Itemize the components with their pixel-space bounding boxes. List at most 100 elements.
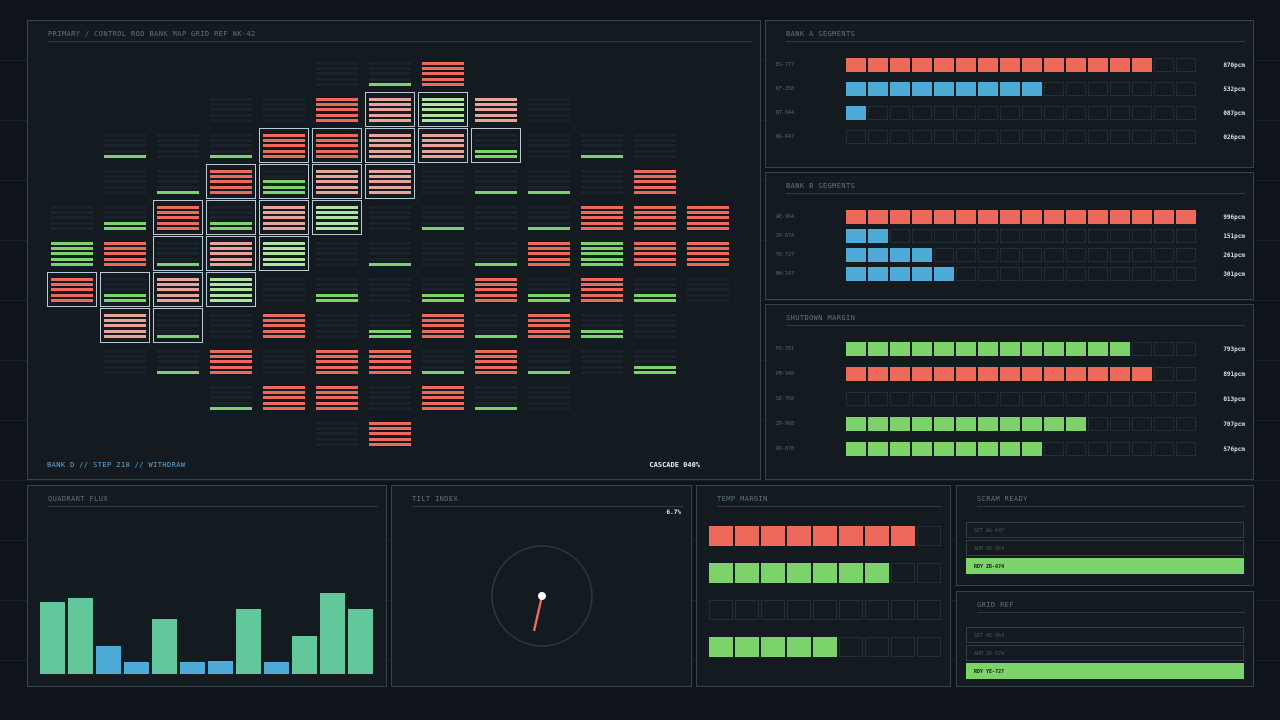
rod-cell[interactable] xyxy=(366,273,414,306)
rod-cell[interactable] xyxy=(631,273,679,306)
rod-cell[interactable] xyxy=(366,201,414,234)
rod-cell[interactable] xyxy=(365,128,415,163)
rod-cell[interactable] xyxy=(366,417,414,450)
rod-cell[interactable] xyxy=(419,309,467,342)
ready-row[interactable]: RDY YE-727 xyxy=(966,663,1244,679)
rod-cell[interactable] xyxy=(259,164,309,199)
rod-cell[interactable] xyxy=(206,272,256,307)
rod-cell[interactable] xyxy=(684,237,732,270)
rod-cell[interactable] xyxy=(206,236,256,271)
rod-cell[interactable] xyxy=(684,201,732,234)
rod-cell[interactable] xyxy=(684,273,732,306)
rod-cell[interactable] xyxy=(312,164,362,199)
rod-cell[interactable] xyxy=(472,93,520,126)
rod-cell[interactable] xyxy=(153,200,203,235)
rod-cell[interactable] xyxy=(578,165,626,198)
rod-cell[interactable] xyxy=(101,129,149,162)
rod-cell[interactable] xyxy=(631,237,679,270)
rod-cell[interactable] xyxy=(578,273,626,306)
rod-cell[interactable] xyxy=(312,128,362,163)
rod-cell[interactable] xyxy=(207,93,255,126)
rod-cell[interactable] xyxy=(631,129,679,162)
rod-cell[interactable] xyxy=(419,381,467,414)
ready-row[interactable]: ARM ZR-674 xyxy=(966,645,1244,661)
rod-cell[interactable] xyxy=(101,237,149,270)
rod-cell[interactable] xyxy=(260,309,308,342)
rod-cell[interactable] xyxy=(419,273,467,306)
rod-cell[interactable] xyxy=(525,381,573,414)
rod-cell[interactable] xyxy=(154,345,202,378)
rod-cell[interactable] xyxy=(260,273,308,306)
rod-cell[interactable] xyxy=(259,236,309,271)
rod-cell[interactable] xyxy=(366,57,414,90)
rod-cell[interactable] xyxy=(578,201,626,234)
rod-cell[interactable] xyxy=(525,237,573,270)
rod-cell[interactable] xyxy=(313,345,361,378)
rod-cell[interactable] xyxy=(313,309,361,342)
ready-row[interactable]: SET WG-647 xyxy=(966,522,1244,538)
rod-cell[interactable] xyxy=(101,345,149,378)
rod-cell[interactable] xyxy=(153,272,203,307)
rod-cell[interactable] xyxy=(259,200,309,235)
rod-cell[interactable] xyxy=(525,93,573,126)
rod-cell[interactable] xyxy=(631,345,679,378)
rod-cell[interactable] xyxy=(472,165,520,198)
rod-cell[interactable] xyxy=(313,417,361,450)
rod-cell[interactable] xyxy=(419,165,467,198)
rod-cell[interactable] xyxy=(365,164,415,199)
rod-cell[interactable] xyxy=(472,381,520,414)
rod-cell[interactable] xyxy=(525,309,573,342)
rod-cell[interactable] xyxy=(471,128,521,163)
rod-cell[interactable] xyxy=(472,273,520,306)
rod-cell[interactable] xyxy=(419,201,467,234)
rod-cell[interactable] xyxy=(260,381,308,414)
rod-cell[interactable] xyxy=(366,309,414,342)
rod-cell[interactable] xyxy=(472,309,520,342)
rod-cell[interactable] xyxy=(101,165,149,198)
rod-cell[interactable] xyxy=(366,237,414,270)
rod-cell[interactable] xyxy=(259,128,309,163)
rod-cell[interactable] xyxy=(525,129,573,162)
rod-cell[interactable] xyxy=(631,201,679,234)
rod-cell[interactable] xyxy=(206,200,256,235)
rod-cell[interactable] xyxy=(472,345,520,378)
rod-cell[interactable] xyxy=(578,237,626,270)
rod-cell[interactable] xyxy=(366,345,414,378)
ready-row[interactable]: RDY ZR-674 xyxy=(966,558,1244,574)
rod-cell[interactable] xyxy=(525,201,573,234)
rod-cell[interactable] xyxy=(578,309,626,342)
ready-row[interactable]: ARM AE-964 xyxy=(966,540,1244,556)
rod-cell[interactable] xyxy=(472,237,520,270)
rod-cell[interactable] xyxy=(313,381,361,414)
rod-cell[interactable] xyxy=(418,128,468,163)
rod-cell[interactable] xyxy=(154,129,202,162)
rod-cell[interactable] xyxy=(207,381,255,414)
rod-cell[interactable] xyxy=(153,308,203,343)
ready-row[interactable]: SET AE-964 xyxy=(966,627,1244,643)
rod-cell[interactable] xyxy=(418,92,468,127)
rod-cell[interactable] xyxy=(260,345,308,378)
rod-cell[interactable] xyxy=(48,237,96,270)
rod-cell[interactable] xyxy=(207,345,255,378)
rod-cell[interactable] xyxy=(525,165,573,198)
rod-cell[interactable] xyxy=(100,308,150,343)
rod-cell[interactable] xyxy=(631,165,679,198)
rod-cell[interactable] xyxy=(153,236,203,271)
rod-cell[interactable] xyxy=(525,345,573,378)
rod-cell[interactable] xyxy=(47,272,97,307)
rod-cell[interactable] xyxy=(419,237,467,270)
rod-cell[interactable] xyxy=(207,129,255,162)
rod-cell[interactable] xyxy=(313,237,361,270)
rod-cell[interactable] xyxy=(154,165,202,198)
rod-cell[interactable] xyxy=(101,201,149,234)
rod-cell[interactable] xyxy=(313,93,361,126)
rod-cell[interactable] xyxy=(313,57,361,90)
rod-cell[interactable] xyxy=(472,201,520,234)
rod-cell[interactable] xyxy=(100,272,150,307)
rod-cell[interactable] xyxy=(525,273,573,306)
rod-cell[interactable] xyxy=(419,57,467,90)
rod-cell[interactable] xyxy=(578,129,626,162)
rod-cell[interactable] xyxy=(206,164,256,199)
rod-cell[interactable] xyxy=(419,345,467,378)
rod-cell[interactable] xyxy=(365,92,415,127)
